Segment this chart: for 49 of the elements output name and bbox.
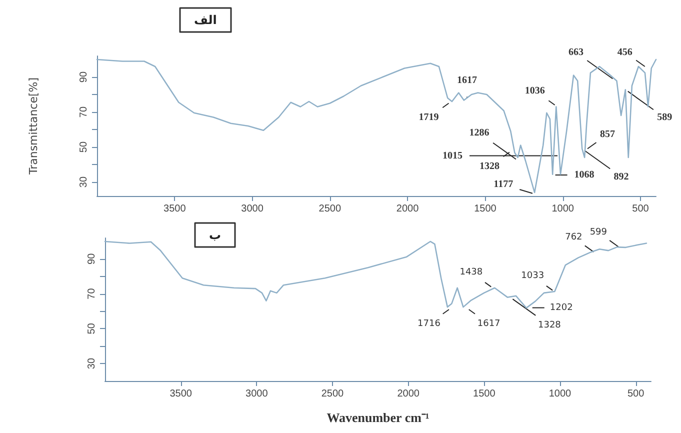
x-axis-title: Wavenumber cm⁻¹: [326, 410, 430, 425]
annotation: 1036: [524, 85, 545, 96]
y-tick-label: 90: [78, 71, 90, 83]
annotation: 1617: [477, 318, 500, 329]
annotation: 1015: [442, 150, 463, 162]
y-tick-label: 30: [78, 176, 90, 188]
annotation: 589: [657, 112, 672, 124]
x-tick-label: 1500: [473, 388, 496, 400]
x-tick-label: 2500: [318, 204, 342, 214]
line-series: [104, 240, 648, 309]
chart-title: ب: [209, 228, 222, 242]
annotation: 663: [568, 47, 584, 58]
x-tick-label: 2000: [397, 388, 420, 400]
y-tick-label: 70: [78, 106, 90, 118]
annotation: 1617: [457, 75, 478, 86]
y-tick-label: 70: [86, 288, 98, 300]
annotation: 892: [614, 171, 629, 182]
annotation: 1202: [550, 302, 573, 313]
x-tick-label: 3000: [246, 388, 268, 400]
annotation: 1177: [494, 179, 514, 190]
annotation: 1438: [460, 268, 483, 278]
annotation: 599: [590, 227, 608, 238]
annotation: 1286: [469, 128, 490, 138]
chart-title: الف: [194, 13, 217, 27]
x-tick-label: 1500: [474, 204, 497, 214]
annotation: 762: [565, 232, 582, 243]
annotation: 1033: [521, 271, 544, 282]
line-series: [96, 58, 657, 194]
y-tick-label: 50: [78, 141, 90, 153]
annotation: 1068: [574, 170, 594, 180]
x-tick-label: 3000: [241, 204, 264, 214]
x-tick-label: 500: [627, 388, 645, 400]
x-tick-label: 3500: [170, 388, 192, 400]
annotation: 1328: [480, 161, 500, 172]
x-tick-label: 2500: [321, 388, 344, 400]
y-tick-label: 90: [86, 252, 98, 264]
x-tick-label: 1000: [552, 204, 574, 214]
annotation: 1719: [418, 112, 439, 123]
annotation: 857: [600, 129, 615, 140]
x-tick-label: 500: [632, 204, 650, 214]
annotation: 1328: [538, 320, 562, 330]
annotation: 1716: [418, 318, 441, 329]
x-tick-label: 2000: [396, 204, 420, 214]
y-tick-label: 30: [86, 358, 98, 370]
annotation: 456: [617, 46, 632, 58]
y-tick-label: 50: [86, 322, 98, 334]
y-axis-title: Transmittance[%]: [27, 77, 40, 176]
x-tick-label: 1000: [548, 388, 572, 400]
x-tick-label: 3500: [164, 204, 186, 214]
